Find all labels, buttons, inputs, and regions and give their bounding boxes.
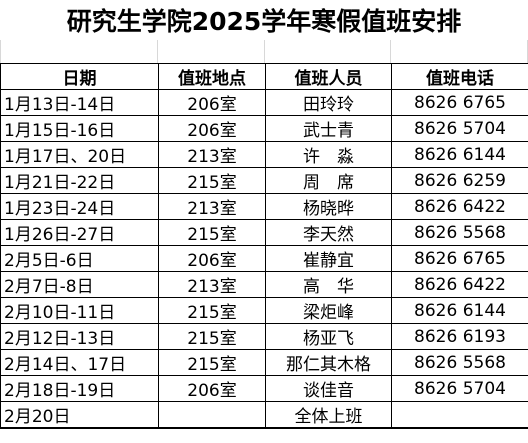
cell-location: 215室 [158,349,266,376]
cell-location: 213室 [158,193,266,220]
cell-phone: 8626 6259 [391,167,528,194]
cell-location: 206室 [158,115,266,142]
cell-date: 2月12日-13日 [0,323,159,350]
cell-date: 2月20日 [0,401,159,429]
table-row-last: 2月20日 全体上班 [0,401,528,429]
cell-person: 田玲玲 [265,89,392,116]
table-row: 2月7日-8日 213室高 华 8626 6422 [0,271,528,298]
table-row: 2月10日-11日 215室 梁炬峰 8626 6144 [0,297,528,324]
cell-person: 许 淼 [265,141,392,168]
cell-person: 周 席 [265,167,392,194]
cell-phone: 8626 6193 [391,323,528,350]
table-row: 2月12日-13日 215室 杨亚飞 8626 6193 [0,323,528,350]
blank-spacer-row [0,40,528,64]
cell-person: 谈佳音 [265,375,392,402]
header-phone: 值班电话 [391,63,528,90]
header-person: 值班人员 [265,63,392,90]
duty-schedule-table: 日期 值班地点 值班人员 值班电话 1月13日-14日 206室 田玲玲 8626 6… [0,63,528,429]
table-row: 1月21日-22日 215室周 席 8626 6259 [0,167,528,194]
table-row: 2月14日、17日 215室 那仁其木格 8626 5568 [0,349,528,376]
cell-person: 高 华 [265,271,392,298]
cell-phone: 8626 6144 [391,297,528,324]
cell-date: 2月5日-6日 [0,245,159,272]
cell-location: 206室 [158,375,266,402]
cell-all-staff-note: 全体上班 [265,401,392,429]
cell-location: 206室 [158,245,266,272]
table-row: 1月23日-24日 213室 杨晓晔 8626 6422 [0,193,528,220]
cell-person: 武士青 [265,115,392,142]
cell-location: 215室 [158,297,266,324]
cell-date: 1月21日-22日 [0,167,159,194]
cell-person: 那仁其木格 [265,349,392,376]
cell-person: 梁炬峰 [265,297,392,324]
table-row: 1月26日-27日 215室 李天然 8626 5568 [0,219,528,246]
cell-phone: 8626 6765 [391,245,528,272]
cell-phone: 8626 5704 [391,115,528,142]
cell-date: 1月23日-24日 [0,193,159,220]
cell-person: 杨亚飞 [265,323,392,350]
cell-person: 李天然 [265,219,392,246]
cell-date: 2月18日-19日 [0,375,159,402]
cell-location: 206室 [158,89,266,116]
cell-date: 2月7日-8日 [0,271,159,298]
cell-person: 崔静宜 [265,245,392,272]
cell-date: 1月17日、20日 [0,141,159,168]
cell-date: 1月15日-16日 [0,115,159,142]
cell-location: 215室 [158,219,266,246]
cell-empty [158,401,266,429]
cell-person: 杨晓晔 [265,193,392,220]
cell-empty [391,401,528,429]
cell-phone: 8626 6422 [391,271,528,298]
header-location: 值班地点 [158,63,266,90]
cell-phone: 8626 6422 [391,193,528,220]
cell-location: 215室 [158,167,266,194]
cell-phone: 8626 5568 [391,349,528,376]
table-row: 1月13日-14日 206室 田玲玲 8626 6765 [0,89,528,116]
cell-date: 1月13日-14日 [0,89,159,116]
cell-phone: 8626 6144 [391,141,528,168]
cell-phone: 8626 6765 [391,89,528,116]
table-row: 2月18日-19日 206室 谈佳音 8626 5704 [0,375,528,402]
cell-date: 2月14日、17日 [0,349,159,376]
cell-phone: 8626 5704 [391,375,528,402]
table-header-row: 日期 值班地点 值班人员 值班电话 [0,63,528,90]
page-title: 研究生学院2025学年寒假值班安排 [66,7,462,36]
cell-location: 213室 [158,271,266,298]
table-row: 2月5日-6日 206室 崔静宜 8626 6765 [0,245,528,272]
header-date: 日期 [0,63,159,90]
cell-date: 1月26日-27日 [0,219,159,246]
table-row: 1月17日、20日 213室许 淼 8626 6144 [0,141,528,168]
cell-location: 213室 [158,141,266,168]
cell-date: 2月10日-11日 [0,297,159,324]
cell-phone: 8626 5568 [391,219,528,246]
cell-location: 215室 [158,323,266,350]
table-row: 1月15日-16日 206室 武士青 8626 5704 [0,115,528,142]
